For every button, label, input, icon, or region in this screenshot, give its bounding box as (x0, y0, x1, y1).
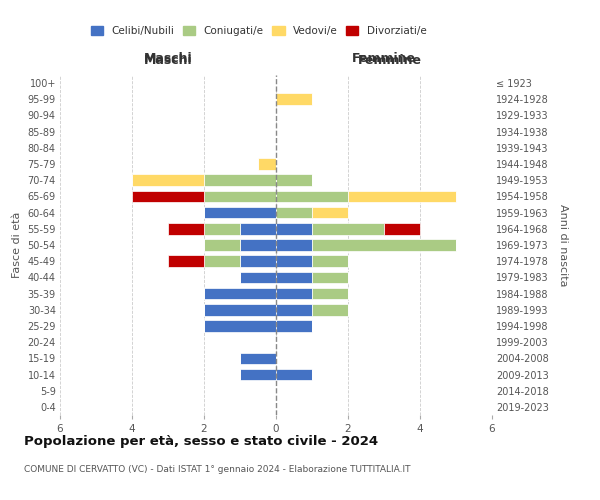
Bar (204, 304, 276, 316)
Bar (240, 256, 276, 267)
Bar (168, 256, 204, 267)
Text: COMUNE DI CERVATTO (VC) - Dati ISTAT 1° gennaio 2024 - Elaborazione TUTTITALIA.I: COMUNE DI CERVATTO (VC) - Dati ISTAT 1° … (24, 465, 410, 474)
Bar (276, 320, 312, 332)
Text: Maschi: Maschi (143, 52, 193, 65)
Text: Maschi: Maschi (143, 54, 193, 68)
Bar (312, 239, 456, 251)
Bar (204, 239, 240, 251)
Bar (312, 288, 348, 300)
Bar (276, 288, 312, 300)
Bar (348, 190, 456, 202)
Bar (312, 223, 384, 234)
Bar (276, 239, 312, 251)
Text: Femmine: Femmine (358, 54, 422, 68)
Bar (384, 223, 420, 234)
Bar (204, 256, 240, 267)
Bar (276, 256, 312, 267)
Bar (312, 304, 348, 316)
Text: Femmine: Femmine (352, 52, 416, 65)
Bar (204, 190, 276, 202)
Bar (204, 288, 276, 300)
Bar (276, 94, 312, 105)
Bar (258, 158, 276, 170)
Bar (240, 239, 276, 251)
Text: Popolazione per età, sesso e stato civile - 2024: Popolazione per età, sesso e stato civil… (24, 435, 378, 448)
Bar (204, 207, 276, 218)
Bar (276, 272, 312, 283)
Bar (276, 207, 312, 218)
Bar (312, 272, 348, 283)
Bar (312, 207, 348, 218)
Y-axis label: Fasce di età: Fasce di età (12, 212, 22, 278)
Bar (240, 352, 276, 364)
Bar (276, 304, 312, 316)
Bar (240, 272, 276, 283)
Bar (132, 174, 204, 186)
Bar (168, 223, 204, 234)
Bar (204, 320, 276, 332)
Bar (276, 368, 312, 380)
Bar (240, 368, 276, 380)
Bar (312, 256, 348, 267)
Y-axis label: Anni di nascita: Anni di nascita (559, 204, 568, 286)
Bar (240, 223, 276, 234)
Bar (276, 223, 312, 234)
Bar (276, 190, 348, 202)
Legend: Celibi/Nubili, Coniugati/e, Vedovi/e, Divorziati/e: Celibi/Nubili, Coniugati/e, Vedovi/e, Di… (91, 26, 427, 36)
Bar (132, 190, 204, 202)
Bar (204, 174, 276, 186)
Bar (204, 223, 240, 234)
Bar (276, 174, 312, 186)
